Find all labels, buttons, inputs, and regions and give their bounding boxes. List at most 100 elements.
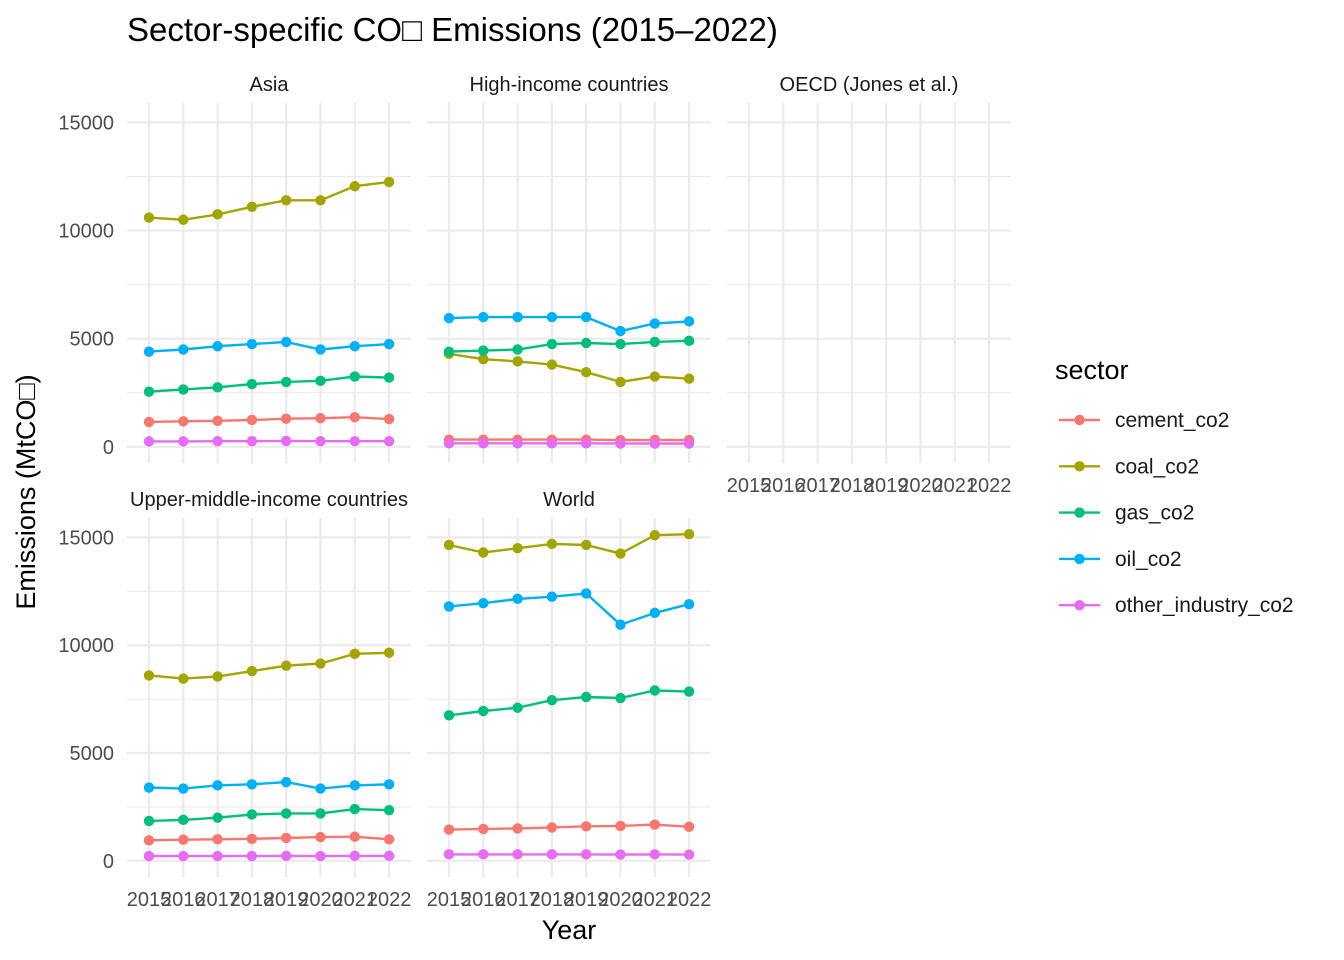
data-point <box>212 812 223 823</box>
series-line <box>148 180 390 222</box>
data-point <box>512 311 523 323</box>
y-tick-label: 5000 <box>70 743 115 765</box>
x-tick-label: 2016 <box>461 889 506 911</box>
data-point <box>615 325 626 337</box>
data-point <box>649 318 660 329</box>
y-tick-label: 15000 <box>58 112 114 134</box>
data-point <box>315 375 326 387</box>
legend-item-gas-co2: gas_co2 <box>1059 502 1194 525</box>
legend-item-cement-co2: cement_co2 <box>1059 409 1229 432</box>
data-point <box>478 438 489 449</box>
data-point <box>281 660 292 671</box>
data-point <box>349 648 360 660</box>
data-point <box>443 346 455 357</box>
data-point <box>383 850 395 862</box>
y-tick-label: 15000 <box>58 527 114 549</box>
x-tick-label: 2017 <box>495 889 540 911</box>
series-line <box>448 592 690 627</box>
data-point <box>478 705 489 717</box>
x-tick-label: 2015 <box>727 475 772 497</box>
data-point <box>615 820 626 832</box>
data-point <box>581 821 592 832</box>
series-line <box>148 415 390 424</box>
data-point <box>649 438 660 449</box>
x-tick-label: 2021 <box>333 889 378 911</box>
data-point <box>383 413 395 425</box>
series-coal-co2 <box>143 176 395 225</box>
panel-asia: Asia 0 5000 10000 15000 <box>58 74 411 463</box>
series-line <box>448 689 690 717</box>
data-point <box>383 176 395 188</box>
data-point <box>649 530 660 541</box>
data-point <box>246 850 258 862</box>
data-point <box>212 209 223 220</box>
data-point <box>315 435 326 447</box>
series-line <box>448 339 690 353</box>
data-point <box>443 539 455 551</box>
series-gas-co2 <box>443 335 695 357</box>
x-tick-label: 2018 <box>230 889 275 911</box>
x-tick-label: 2022 <box>667 889 712 911</box>
data-point <box>478 849 489 860</box>
data-point <box>315 658 326 669</box>
x-tick-label: 2019 <box>564 889 609 911</box>
data-point <box>546 849 558 860</box>
data-point <box>383 647 395 658</box>
data-point <box>281 808 292 819</box>
data-point <box>615 338 626 350</box>
data-point <box>315 344 326 355</box>
y-tick-label: 0 <box>103 851 114 873</box>
data-point <box>143 346 155 357</box>
data-point <box>178 783 189 794</box>
data-point <box>546 338 558 350</box>
x-tick-label: 2020 <box>598 889 643 911</box>
data-point <box>512 823 523 834</box>
data-point <box>246 833 258 845</box>
legend-label: oil_co2 <box>1115 548 1182 571</box>
data-point <box>178 436 189 447</box>
strip-label: Upper-middle-income countries <box>130 489 408 511</box>
data-point <box>443 710 455 721</box>
data-point <box>143 212 155 223</box>
data-point <box>246 338 258 350</box>
data-point <box>683 316 695 327</box>
series-other-industry-co2 <box>443 849 695 860</box>
data-point <box>315 195 326 206</box>
data-point <box>281 850 292 862</box>
legend-label: other_industry_co2 <box>1115 594 1294 617</box>
data-point <box>178 416 189 427</box>
legend-item-other-industry-co2: other_industry_co2 <box>1059 594 1294 617</box>
data-point <box>512 849 523 860</box>
x-tick-label: 2016 <box>761 475 806 497</box>
data-point <box>315 783 326 794</box>
data-point <box>178 850 189 862</box>
data-point <box>546 591 558 602</box>
x-tick-label: 2018 <box>530 889 575 911</box>
series-gas-co2 <box>143 803 395 827</box>
data-point <box>383 779 395 790</box>
data-point <box>246 809 258 820</box>
data-point <box>143 386 155 397</box>
data-point <box>649 371 660 382</box>
series-line <box>448 533 690 555</box>
y-tick-label: 10000 <box>58 221 114 243</box>
data-point <box>143 835 155 846</box>
data-point <box>683 438 695 449</box>
series-coal-co2 <box>143 647 395 684</box>
data-point <box>246 378 258 390</box>
series-line <box>148 807 390 823</box>
series-oil-co2 <box>443 588 695 630</box>
series-oil-co2 <box>143 776 395 794</box>
data-point <box>178 814 189 826</box>
series-oil-co2 <box>443 311 695 337</box>
data-point <box>581 539 592 551</box>
data-point <box>683 373 695 384</box>
x-tick-label: 2019 <box>264 889 309 911</box>
data-point <box>546 538 558 550</box>
data-point <box>581 691 592 703</box>
series-line <box>148 340 390 353</box>
panel-upper-middle-income-countries: Upper-middle-income countries 0 5000 10000 1… <box>58 489 411 911</box>
data-point <box>212 415 223 427</box>
legend-key-point <box>1074 461 1085 472</box>
x-tick-label: 2019 <box>864 475 909 497</box>
